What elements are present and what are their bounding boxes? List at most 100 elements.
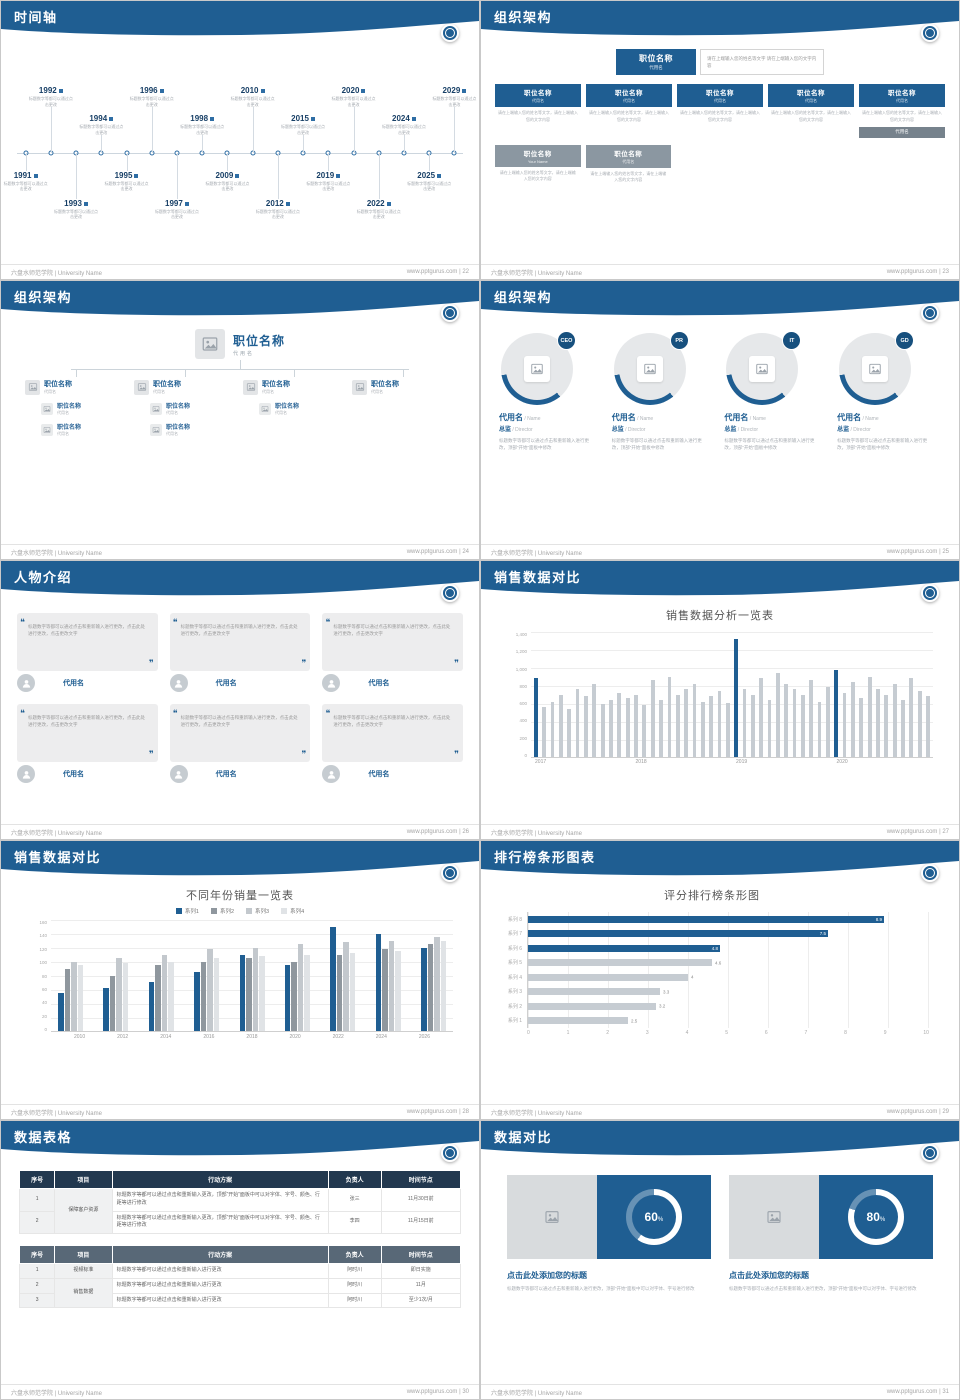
slide-ranking-hbar-chart[interactable]: 排行榜条形图表 评分排行榜条形图 系列 8 8.9 系列 7 7.5 系列 6 4.8 系列… [481, 841, 959, 1119]
category-label: 系列 8 [507, 916, 522, 923]
flag-icon [462, 89, 467, 94]
table-row: 2 标题数字等都可以通过点击和重新输入更改，顶部“开始”面板中可以对字体、字号、颜… [18, 1210, 462, 1234]
timeline-stem [227, 153, 229, 171]
footer-page-number: 28 [462, 1109, 469, 1115]
position-title: 职位名称 [614, 150, 643, 158]
value-label: 4 [691, 974, 694, 980]
connector-line [76, 370, 77, 377]
bar-track: 3.2 [527, 999, 929, 1014]
slide-sales-bar-chart[interactable]: 销售数据对比 销售数据分析一览表 1,400 1,200 1,000 800 600 40… [481, 561, 959, 839]
bar-group [148, 920, 174, 1031]
org2-child-text: 职位名称 代用名 [57, 401, 81, 416]
chart-title: 评分排行榜条形图 [664, 890, 760, 902]
footer-page-number: 24 [462, 549, 469, 555]
y-tick-label: 0 [524, 752, 527, 758]
member-circle-inner [618, 338, 681, 400]
slide-org-chart-boxes[interactable]: 组织架构 职位名称 代用名 请在上端输入您的姓名等文字 请在上端输入您的文字内容 职位… [481, 1, 959, 279]
timeline-year: 2010 [230, 86, 276, 95]
table-row: 2 销售数据 标题数字等都可以通过点击和重新输入进行更改 阿时川 11月 [18, 1277, 462, 1309]
member-name: 代用名 / Name [611, 413, 654, 422]
bar [304, 954, 310, 1031]
timeline-year: 1991 [3, 171, 49, 180]
people-grid: ❝ 标题数字等都可以通过点击和重新输入进行更改，点击此处进行更改，点击更改文字 ❞ 代… [17, 613, 463, 783]
timeline-year: 2019 [305, 171, 351, 180]
data-table: 序号 项目 行动方案 负责人 时间节点 1 保障客户资源 标题数字等都可以通过点击和重新输入更… [18, 1170, 462, 1234]
x-tick-label: 9 [883, 1030, 887, 1036]
bar [284, 965, 291, 1031]
bar [650, 680, 655, 757]
header-wave-shape [1, 1121, 479, 1156]
bar [717, 690, 722, 757]
member-circle-inner [506, 338, 568, 400]
timeline-caption: 标题数字等都可以通过点击更改 [129, 96, 174, 107]
avatar [322, 674, 341, 692]
member-name: 代用名 / Name [724, 413, 766, 422]
bar [252, 947, 258, 1031]
slide-org-chart-circles[interactable]: 组织架构 CEO 代用名 / Name 总监 / Director 标题数字等都可以通… [481, 281, 959, 559]
y-tick-label: 400 [519, 718, 527, 724]
cell-project: 视频标准 [54, 1263, 113, 1279]
timeline-label: 1997 标题数字等都可以通过点击更改 [154, 199, 200, 220]
slide-title: 销售数据对比 [494, 570, 582, 585]
logo-badge-icon [441, 304, 459, 322]
bar [213, 958, 220, 1031]
image-placeholder-icon [201, 335, 219, 353]
slide-timeline[interactable]: 时间轴 1991 标题数字等都可以通过点击更改 1992 标题数字等都可以通过点击更改… [1, 1, 479, 279]
member-role: 总监 / Director [611, 427, 646, 433]
close-quote-icon: ❞ [148, 658, 154, 669]
slide-data-compare[interactable]: 数据对比 60% 点击此处添加您的标题 标题数字等都可以通过点击和重新输入进行更改，… [481, 1121, 959, 1399]
bar [625, 698, 630, 757]
x-tick-label: 2 [606, 1030, 610, 1036]
footer-right: www.pptgurus.com | 30 [407, 1389, 469, 1395]
slide-grouped-bar-chart[interactable]: 销售数据对比 不同年份销量一览表 系列1 系列2 系列3 系列4 160 140 120 10… [1, 841, 479, 1119]
slide-org-chart-tree[interactable]: 组织架构 职位名称 代用名 职位名称 代用名 职位名称 代用名 职位名称 代用名 职位名称 代用名… [1, 281, 479, 559]
slide-title: 人物介绍 [14, 570, 73, 585]
grouped-bar-chart: 系列1 系列2 系列3 系列4 160 140 120 100 80 60 40 20 0 2010 201… [27, 907, 453, 1040]
timeline-label: 1995 标题数字等都可以通过点击更改 [104, 171, 150, 192]
y-tick-label: 200 [519, 735, 527, 741]
org-position-box-gray: 职位名称 代用名 [585, 144, 671, 168]
bar [759, 678, 764, 757]
bar-track: 4.6 [527, 955, 929, 970]
timeline-canvas: 1991 标题数字等都可以通过点击更改 1992 标题数字等都可以通过点击更改 1993… [1, 43, 479, 263]
flag-icon [260, 89, 265, 94]
value-label: 7.5 [819, 931, 826, 937]
member-name-en: / Name [748, 416, 766, 422]
x-tick-label: 8 [844, 1030, 847, 1036]
slide-header: 数据表格 [1, 1121, 479, 1162]
chart-content: 销售数据分析一览表 1,400 1,200 1,000 800 600 400 200 0 20… [481, 603, 959, 823]
bar-row: 系列 5 4.6 [495, 955, 929, 970]
legend-label: 系列1 [184, 909, 199, 915]
y-tick-label: 60 [41, 986, 47, 992]
footer-university: 六盘水师范学院 | University Name [11, 550, 102, 557]
slide-people-intro[interactable]: 人物介绍 ❝ 标题数字等都可以通过点击和重新输入进行更改，点击此处进行更改，点击更… [1, 561, 479, 839]
slide-data-tables[interactable]: 数据表格 序号 项目 行动方案 负责人 时间节点 1 保障客户资源 标题数字等都可以通过点击和… [1, 1121, 479, 1399]
timeline-label: 2029 标题数字等都可以通过点击更改 [431, 86, 477, 107]
timeline-caption: 标题数字等都可以通过点击更改 [104, 181, 149, 192]
footer-site: www.pptgurus.com [886, 549, 938, 555]
org2-node-image [352, 379, 367, 395]
footer-university: 六盘水师范学院 | University Name [491, 1110, 582, 1117]
y-axis-labels: 160 140 120 100 80 60 40 20 0 [27, 920, 51, 1032]
quote-text: 标题数字等都可以通过点击和重新输入进行更改，点击此处进行更改，点击更改文字 [180, 715, 298, 728]
image-placeholder-icon [544, 1209, 560, 1225]
category-label: 系列 2 [507, 1003, 522, 1010]
position-sub: 代用名 [714, 98, 726, 104]
bar [559, 694, 563, 757]
bar [336, 954, 343, 1031]
person-name: 代用名 [368, 680, 390, 687]
team-row: CEO 代用名 / Name 总监 / Director 标题数字等都可以通过点击和重… [499, 331, 941, 452]
column-header: 项目 [54, 1245, 113, 1264]
position-title: 职位名称 [706, 90, 734, 98]
x-tick-label: 2018 [246, 1034, 258, 1040]
table-header-row: 序号 项目 行动方案 负责人 时间节点 [18, 1245, 462, 1264]
flag-icon [109, 117, 114, 122]
position-title: 职位名称 [275, 404, 300, 410]
flag-icon [159, 89, 164, 94]
timeline-year: 1997 [154, 199, 200, 208]
org2-child-text: 职位名称 代用名 [166, 401, 190, 416]
timeline-label: 2022 标题数字等都可以通过点击更改 [356, 199, 402, 220]
footer-university: 六盘水师范学院 | University Name [491, 830, 582, 837]
timeline-stem [378, 153, 380, 199]
org2-child-image [41, 402, 53, 415]
